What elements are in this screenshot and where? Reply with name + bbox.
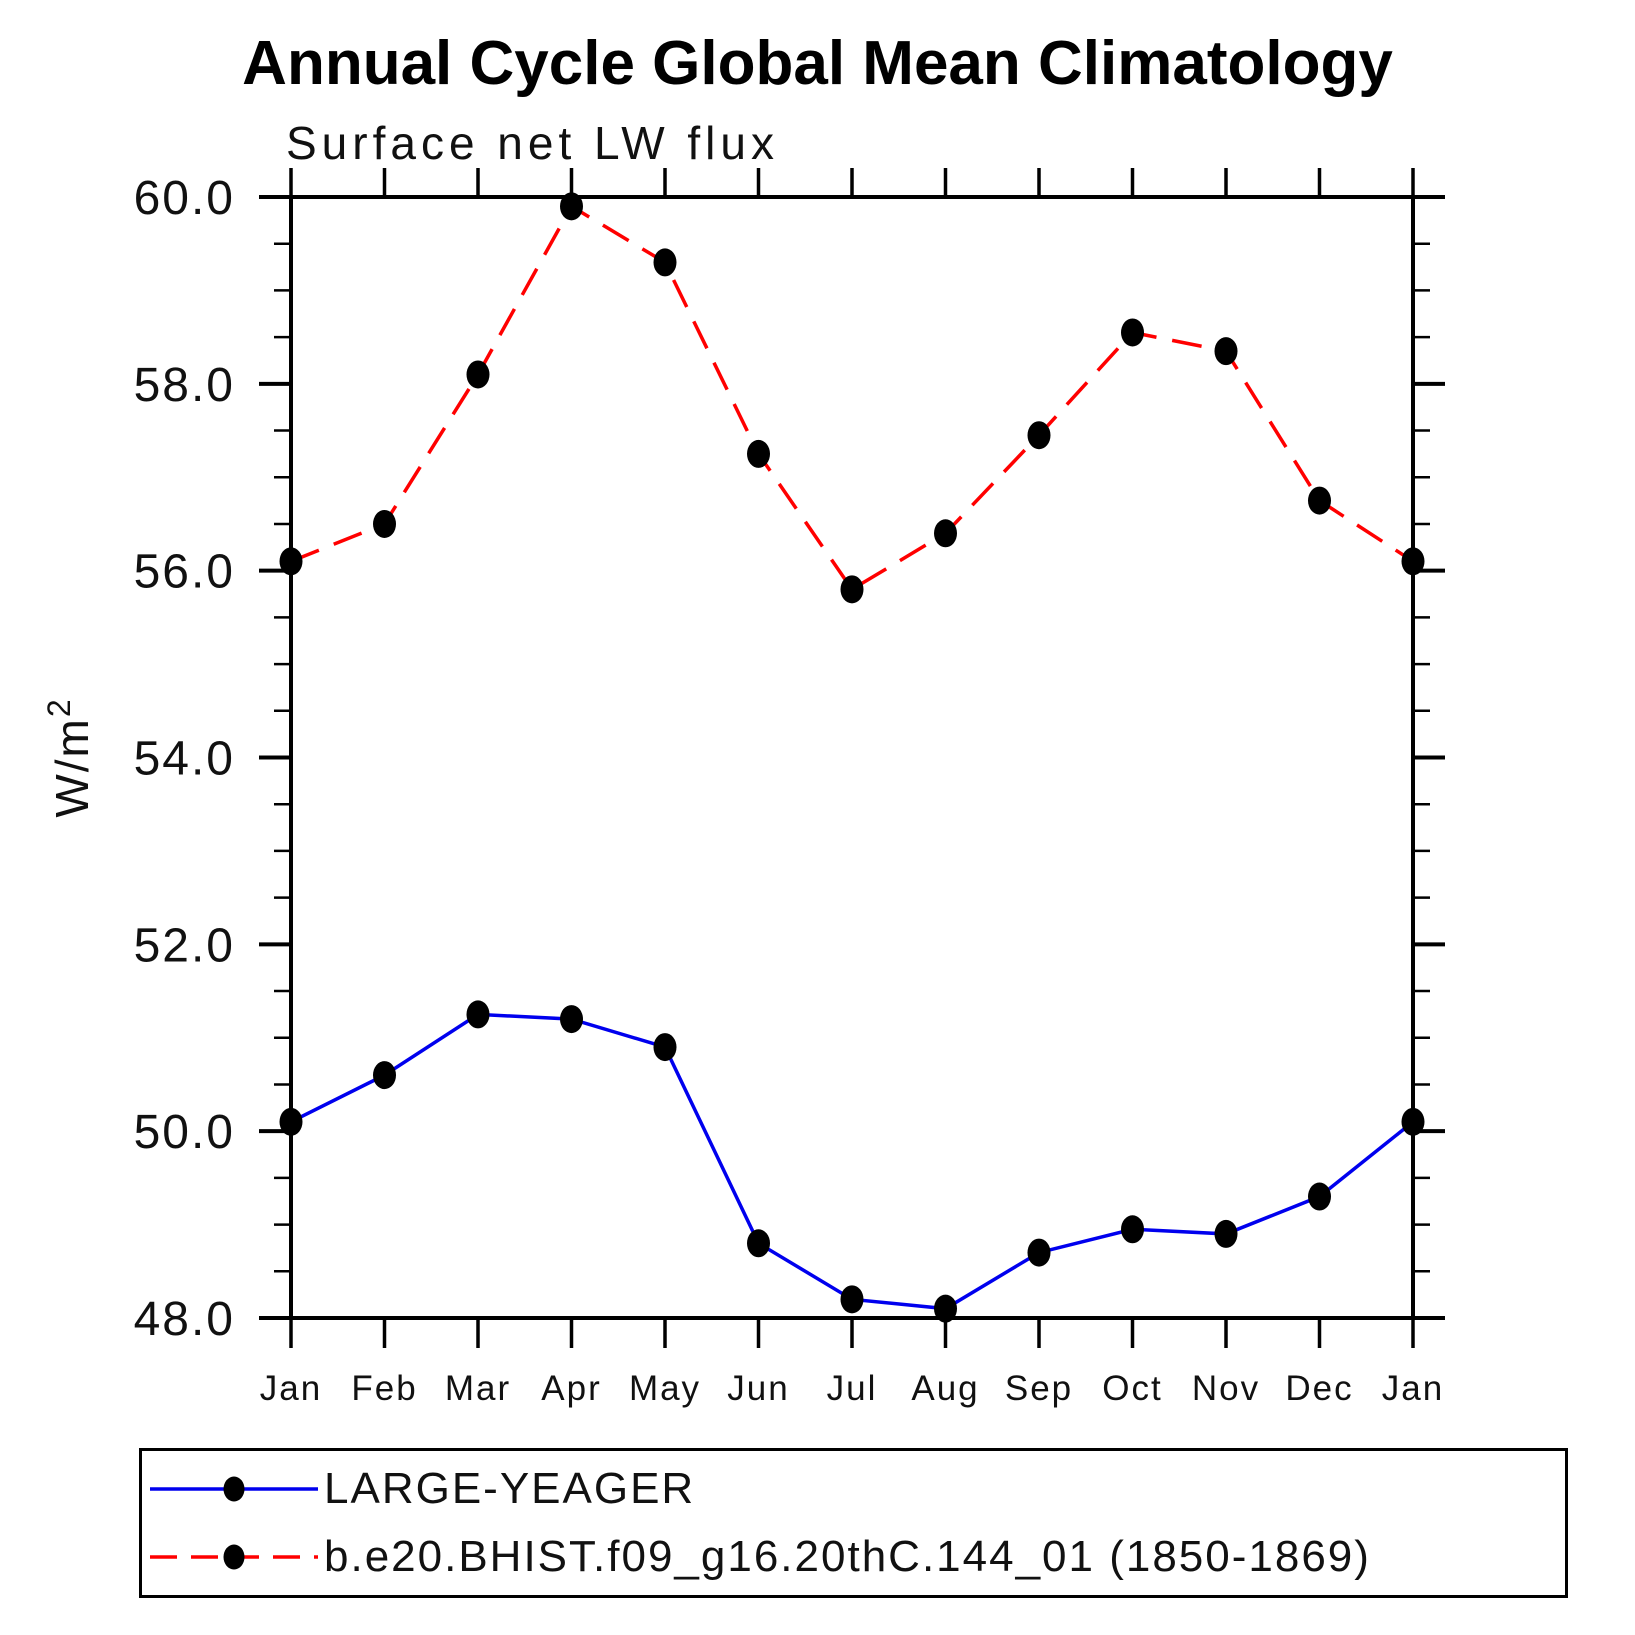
data-point-marker <box>1121 318 1144 347</box>
x-tick-label: Jan <box>260 1369 322 1408</box>
x-axis-labels: Jan Feb Mar Apr May Jun Jul Aug Sep Oct Nov Dec Jan <box>260 1369 1444 1408</box>
y-tick-label: 52.0 <box>134 919 235 972</box>
legend-entry-0: LARGE-YEAGER <box>146 1459 1565 1519</box>
x-tick-label: Jun <box>727 1369 789 1408</box>
data-point-marker <box>1027 1238 1051 1267</box>
x-tick-label: Mar <box>445 1369 511 1408</box>
x-axis-ticks <box>289 168 1415 1348</box>
x-tick-label: Feb <box>351 1369 417 1408</box>
x-tick-label: May <box>629 1369 701 1408</box>
data-point-marker <box>1027 421 1051 450</box>
legend-box: LARGE-YEAGER b.e20.BHIST.f09_g16.20thC.14… <box>139 1448 1568 1598</box>
y-tick-label: 58.0 <box>134 359 235 412</box>
data-point-marker <box>279 547 303 576</box>
legend-marker-icon <box>223 1476 245 1502</box>
axis-frame <box>289 195 1415 1320</box>
data-point-marker <box>934 519 957 548</box>
series-line-1 <box>290 203 1414 592</box>
y-axis-title: W/m2 <box>41 697 98 817</box>
x-tick-label: Sep <box>1005 1369 1073 1408</box>
data-point-marker <box>653 1033 677 1062</box>
legend-marker-icon <box>223 1544 245 1570</box>
y-axis-labels: 48.0 50.0 52.0 54.0 56.0 58.0 60.0 <box>134 172 235 1346</box>
data-point-marker <box>560 192 583 221</box>
legend-entry-1: b.e20.BHIST.f09_g16.20thC.144_01 (1850-1… <box>146 1527 1565 1587</box>
data-point-marker <box>747 439 770 468</box>
data-point-marker <box>466 1000 490 1029</box>
y-tick-label: 50.0 <box>134 1106 235 1159</box>
data-point-marker <box>560 1005 583 1034</box>
data-point-marker <box>653 248 677 277</box>
data-point-marker <box>1401 1107 1425 1136</box>
data-point-marker <box>1214 1219 1238 1248</box>
legend-label: LARGE-YEAGER <box>324 1464 696 1513</box>
y-axis-major-ticks <box>259 195 1445 1320</box>
series-markers-1 <box>279 192 1425 604</box>
y-tick-label: 48.0 <box>134 1293 235 1346</box>
x-tick-label: Apr <box>541 1369 601 1408</box>
chart-title: Annual Cycle Global Mean Climatology <box>242 29 1393 98</box>
data-point-marker <box>1121 1215 1144 1244</box>
data-point-marker <box>1214 337 1238 366</box>
x-tick-label: Oct <box>1102 1369 1162 1408</box>
series-markers-0 <box>279 1000 1425 1323</box>
data-point-marker <box>840 575 864 604</box>
series-line-0 <box>290 1012 1415 1311</box>
data-point-marker <box>279 1107 303 1136</box>
data-point-marker <box>373 1061 396 1090</box>
y-tick-label: 56.0 <box>134 546 235 599</box>
legend-line-sample <box>150 1476 318 1502</box>
data-point-marker <box>1308 486 1331 515</box>
x-tick-label: Dec <box>1285 1369 1353 1408</box>
y-tick-label: 54.0 <box>134 733 235 786</box>
data-point-marker <box>934 1294 957 1323</box>
data-point-marker <box>747 1229 770 1258</box>
data-point-marker <box>1401 547 1425 576</box>
legend-line-sample <box>150 1544 318 1570</box>
legend-label: b.e20.BHIST.f09_g16.20thC.144_01 (1850-1… <box>324 1532 1371 1581</box>
x-tick-label: Nov <box>1192 1369 1260 1408</box>
chart-subtitle: Surface net LW flux <box>286 117 779 169</box>
y-tick-label: 60.0 <box>134 172 235 225</box>
data-point-marker <box>466 360 490 389</box>
data-point-marker <box>840 1285 864 1314</box>
data-point-marker <box>1308 1182 1331 1211</box>
x-tick-label: Jan <box>1382 1369 1444 1408</box>
x-tick-label: Jul <box>827 1369 878 1408</box>
y-axis-minor-ticks <box>274 242 1430 1273</box>
x-tick-label: Aug <box>911 1369 979 1408</box>
data-point-marker <box>373 509 396 538</box>
